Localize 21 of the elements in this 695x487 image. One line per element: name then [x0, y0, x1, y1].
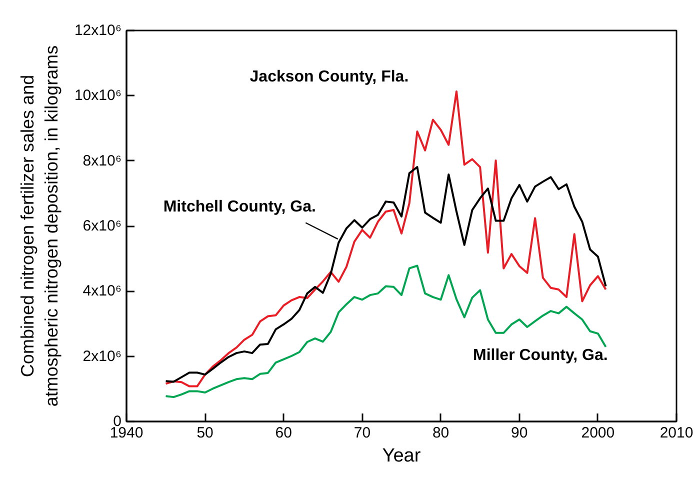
- y-tick-label: 8x10⁶: [82, 152, 122, 170]
- x-axis-title: Year: [382, 446, 422, 466]
- y-tick-label: 10x10⁶: [74, 87, 122, 104]
- y-tick-label: 6x10⁶: [82, 218, 122, 234]
- x-tick-label: 2010: [660, 424, 694, 442]
- y-tick-label: 2x10⁶: [82, 348, 122, 365]
- y-tick-label: 4x10⁶: [82, 282, 122, 300]
- x-tick-label: 80: [432, 424, 450, 442]
- x-tick-label: 90: [511, 424, 528, 442]
- line-series: [164, 264, 607, 398]
- y-tick-label: 12x10⁶: [74, 22, 122, 39]
- x-tick-label: 70: [354, 424, 371, 442]
- y-axis-title: Combined nitrogen fertilizer sales and atmospheric nitrogen deposition, in kilograms: [17, 45, 62, 407]
- series-label: Miller County, Ga.: [473, 346, 608, 364]
- text: Mitchell County, Ga.: [163, 198, 316, 216]
- line-series: [164, 166, 607, 383]
- x-tick-label: 50: [196, 424, 214, 442]
- x-tick-label: 60: [275, 424, 292, 442]
- line-series: [164, 90, 607, 388]
- text: Jackson County, Fla.: [250, 68, 409, 86]
- x-tick-label: 2000: [581, 424, 615, 442]
